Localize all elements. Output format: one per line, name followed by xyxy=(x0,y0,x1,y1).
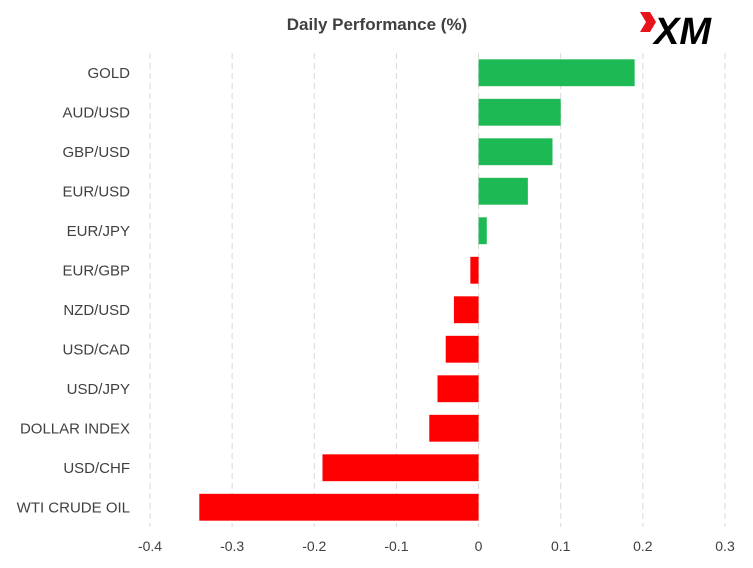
category-label: USD/CAD xyxy=(62,341,130,358)
x-tick-label: 0.1 xyxy=(551,538,571,554)
grid-lines xyxy=(149,53,726,527)
category-label: GBP/USD xyxy=(62,144,130,161)
category-label: DOLLAR INDEX xyxy=(20,420,130,437)
category-label: EUR/USD xyxy=(62,183,130,200)
category-label: USD/CHF xyxy=(63,460,130,477)
logo-text: XM xyxy=(652,11,712,50)
category-label: EUR/GBP xyxy=(62,262,130,279)
logo-accent-chevron xyxy=(640,12,656,32)
category-labels: GOLD AUD/USD GBP/USD EUR/USD EUR/JPY EUR/GBP N… xyxy=(17,65,131,517)
xm-logo: XM xyxy=(640,11,712,50)
x-tick-label: -0.3 xyxy=(220,538,244,554)
bar xyxy=(470,256,479,284)
bar xyxy=(478,98,561,126)
bar xyxy=(478,138,553,166)
category-label: WTI CRUDE OIL xyxy=(17,499,130,516)
x-tick-label: 0.3 xyxy=(715,538,735,554)
x-tick-label: -0.2 xyxy=(302,538,326,554)
x-tick-label: -0.1 xyxy=(384,538,408,554)
bar xyxy=(478,177,528,205)
category-label: USD/JPY xyxy=(67,381,130,398)
bar xyxy=(478,59,635,87)
bars xyxy=(199,59,635,521)
bar xyxy=(478,217,487,245)
category-label: GOLD xyxy=(87,65,130,82)
category-label: AUD/USD xyxy=(62,104,130,121)
category-label: EUR/JPY xyxy=(67,223,130,240)
bar xyxy=(322,454,479,482)
x-tick-label: 0.2 xyxy=(633,538,653,554)
bar xyxy=(445,335,479,363)
category-label: NZD/USD xyxy=(63,302,130,319)
chart-title: Daily Performance (%) xyxy=(287,15,467,34)
x-tick-label: 0 xyxy=(475,538,483,554)
x-axis-tick-labels: -0.4 -0.3 -0.2 -0.1 0 0.1 0.2 0.3 xyxy=(138,538,735,554)
x-tick-label: -0.4 xyxy=(138,538,162,554)
bar xyxy=(429,414,479,442)
bar xyxy=(199,493,479,521)
bar xyxy=(437,375,479,403)
bar xyxy=(453,296,479,324)
